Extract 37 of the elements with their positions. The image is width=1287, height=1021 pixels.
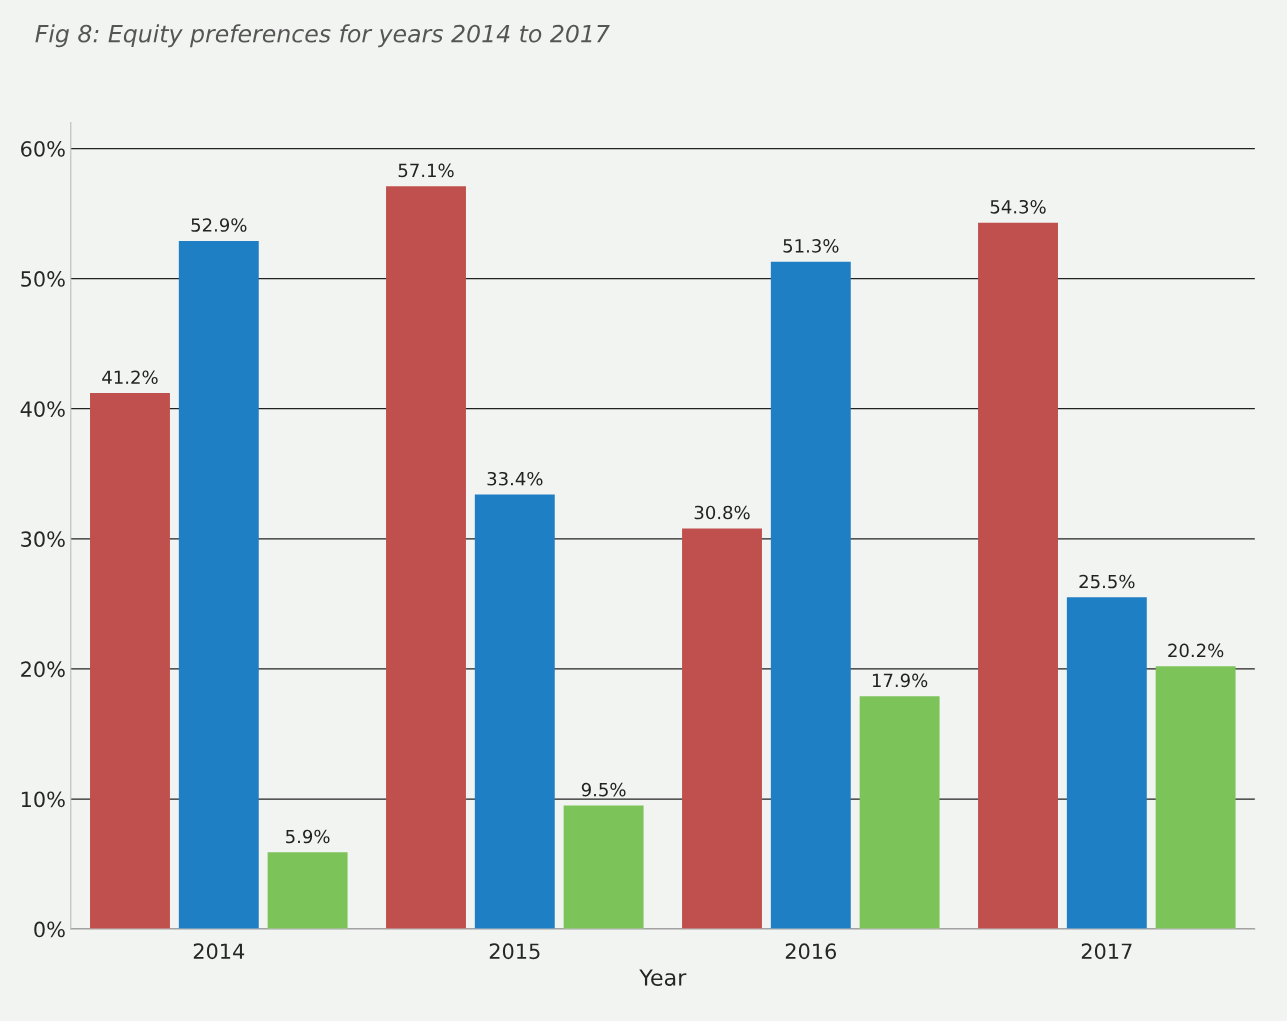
text: 9.5% — [581, 782, 626, 797]
text: 33.4% — [487, 471, 543, 486]
x-tick-label: 2016 — [785, 943, 837, 960]
bar — [682, 528, 762, 930]
text: 30.8% — [694, 505, 750, 520]
text: 20.2% — [1168, 643, 1224, 658]
y-tick-label: 50% — [21, 271, 65, 287]
y-tick-label: 20% — [21, 661, 65, 678]
bar — [1155, 666, 1236, 930]
bar — [563, 805, 644, 930]
bar — [474, 494, 555, 930]
bar — [267, 852, 348, 930]
bar — [978, 222, 1058, 930]
y-tick-label: 30% — [21, 531, 65, 548]
chart-title: Fig 8: Equity preferences for years 2014 to 2017 — [35, 24, 610, 48]
x-tick-label: 2015 — [489, 943, 540, 960]
x-tick-label: 2014 — [193, 943, 245, 960]
text: 54.3% — [990, 199, 1046, 214]
y-tick-label: 0% — [34, 921, 65, 938]
text: 52.9% — [191, 218, 247, 232]
text: 5.9% — [286, 829, 330, 844]
x-axis-title: Year — [639, 969, 687, 986]
bar — [1066, 597, 1147, 930]
bar — [386, 186, 466, 930]
text: 57.1% — [398, 163, 454, 178]
text: 25.5% — [1079, 574, 1135, 589]
x-tick-label: 2017 — [1081, 943, 1132, 960]
text: 41.2% — [102, 370, 158, 385]
bar — [90, 393, 170, 930]
bar — [859, 696, 940, 930]
text: 17.9% — [872, 673, 928, 688]
y-tick-label: 60% — [21, 140, 65, 157]
text: 51.3% — [783, 239, 839, 253]
y-tick-label: 10% — [21, 791, 65, 808]
bar — [770, 261, 851, 930]
bar — [178, 240, 259, 930]
y-tick-label: 40% — [20, 401, 65, 417]
